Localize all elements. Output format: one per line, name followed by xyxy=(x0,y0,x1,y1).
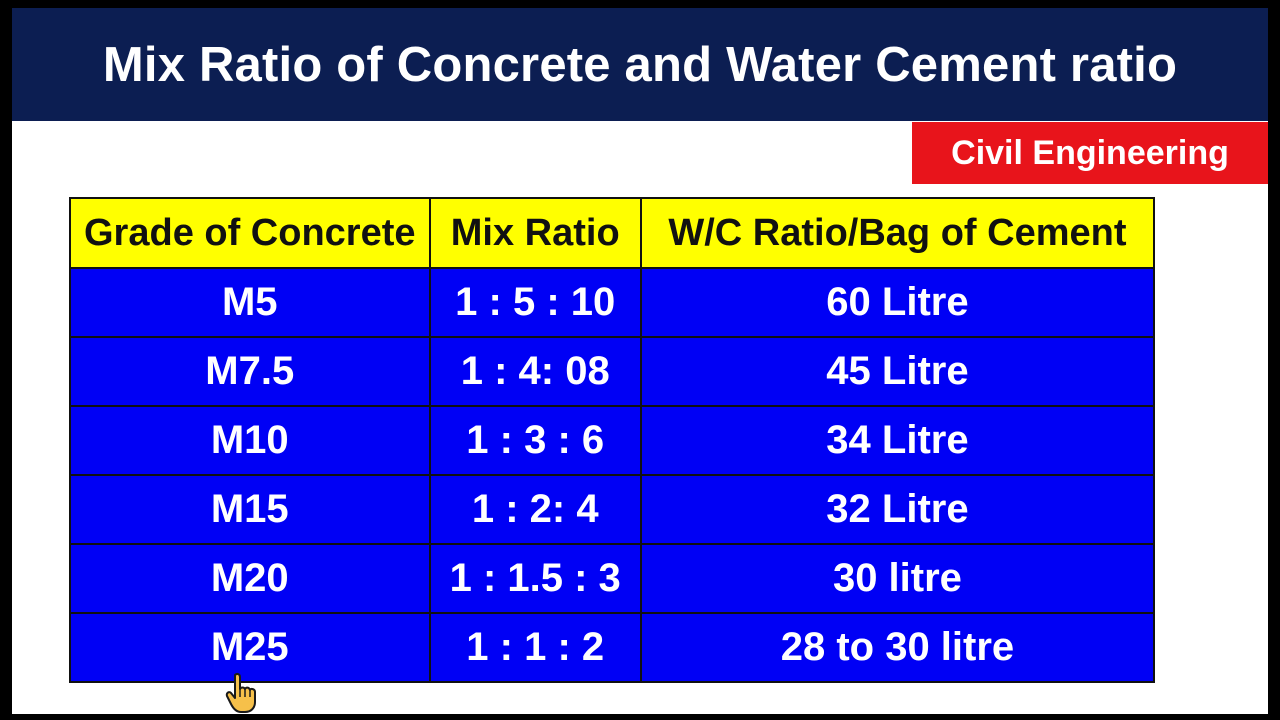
wc-ratio-cell: 45 Litre xyxy=(639,336,1156,407)
wc-ratio-cell: 60 Litre xyxy=(639,267,1156,338)
table-row: M10 1 : 3 : 6 34 Litre xyxy=(69,405,1156,476)
table-body: M5 1 : 5 : 10 60 Litre M7.5 1 : 4: 08 45… xyxy=(69,267,1156,683)
mix-ratio-table: Grade of Concrete Mix Ratio W/C Ratio/Ba… xyxy=(69,197,1156,683)
grade-cell: M25 xyxy=(69,612,431,683)
mix-ratio-cell: 1 : 1.5 : 3 xyxy=(428,543,642,614)
table-row: M20 1 : 1.5 : 3 30 litre xyxy=(69,543,1156,614)
table-header: Grade of Concrete Mix Ratio W/C Ratio/Ba… xyxy=(69,197,1156,269)
column-header-wc-ratio: W/C Ratio/Bag of Cement xyxy=(639,197,1156,269)
wc-ratio-cell: 28 to 30 litre xyxy=(639,612,1156,683)
slide: Mix Ratio of Concrete and Water Cement r… xyxy=(12,8,1268,714)
hand-pointer-icon xyxy=(225,672,256,713)
mix-ratio-cell: 1 : 3 : 6 xyxy=(428,405,642,476)
title-bar: Mix Ratio of Concrete and Water Cement r… xyxy=(12,8,1268,121)
mix-ratio-cell: 1 : 5 : 10 xyxy=(428,267,642,338)
grade-cell: M15 xyxy=(69,474,431,545)
mix-ratio-cell: 1 : 1 : 2 xyxy=(428,612,642,683)
grade-cell: M7.5 xyxy=(69,336,431,407)
grade-cell: M5 xyxy=(69,267,431,338)
table-row: M7.5 1 : 4: 08 45 Litre xyxy=(69,336,1156,407)
wc-ratio-cell: 32 Litre xyxy=(639,474,1156,545)
category-badge: Civil Engineering xyxy=(912,122,1268,184)
grade-cell: M20 xyxy=(69,543,431,614)
wc-ratio-cell: 34 Litre xyxy=(639,405,1156,476)
table-row: M15 1 : 2: 4 32 Litre xyxy=(69,474,1156,545)
header-row: Grade of Concrete Mix Ratio W/C Ratio/Ba… xyxy=(69,197,1156,269)
column-header-grade: Grade of Concrete xyxy=(69,197,431,269)
mix-ratio-cell: 1 : 2: 4 xyxy=(428,474,642,545)
table-row: M25 1 : 1 : 2 28 to 30 litre xyxy=(69,612,1156,683)
mix-ratio-cell: 1 : 4: 08 xyxy=(428,336,642,407)
column-header-mix-ratio: Mix Ratio xyxy=(428,197,642,269)
grade-cell: M10 xyxy=(69,405,431,476)
wc-ratio-cell: 30 litre xyxy=(639,543,1156,614)
page-title: Mix Ratio of Concrete and Water Cement r… xyxy=(102,37,1178,92)
table-row: M5 1 : 5 : 10 60 Litre xyxy=(69,267,1156,338)
category-badge-label: Civil Engineering xyxy=(951,133,1229,172)
